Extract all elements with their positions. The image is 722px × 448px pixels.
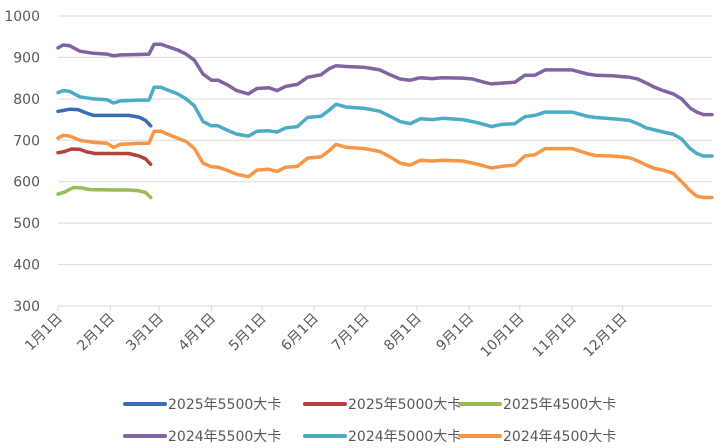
x-tick-label: 7月1日: [329, 311, 373, 355]
series-line-5: [56, 129, 714, 200]
y-tick-label: 700: [13, 133, 40, 149]
y-tick-label: 1000: [4, 9, 40, 25]
legend-label-4: 2024年5000大卡: [348, 429, 461, 445]
x-tick-label: 9月1日: [433, 311, 477, 355]
series-line-2: [56, 185, 153, 200]
series-line-1: [56, 147, 153, 167]
x-tick-label: 11月1日: [530, 311, 580, 361]
x-tick-label: 12月1日: [580, 311, 630, 361]
series-line-3: [56, 42, 714, 117]
x-tick-label: 10月1日: [478, 311, 528, 361]
legend-label-2: 2025年4500大卡: [503, 397, 616, 413]
y-tick-label: 900: [13, 50, 40, 66]
y-tick-label: 300: [13, 299, 40, 315]
y-tick-label: 800: [13, 92, 40, 108]
x-tick-label: 5月1日: [226, 311, 270, 355]
series-line-0: [56, 107, 153, 128]
y-tick-label: 500: [13, 216, 40, 232]
x-tick-label: 4月1日: [175, 311, 219, 355]
y-tick-label: 400: [13, 258, 40, 274]
x-tick-label: 1月1日: [22, 311, 66, 355]
x-tick-label: 3月1日: [123, 311, 167, 355]
x-tick-label: 8月1日: [381, 311, 425, 355]
x-tick-label: 6月1日: [278, 311, 322, 355]
legend-label-5: 2024年4500大卡: [503, 429, 616, 445]
legend-label-3: 2024年5500大卡: [168, 429, 281, 445]
legend-label-0: 2025年5500大卡: [168, 397, 281, 413]
y-tick-label: 600: [13, 175, 40, 191]
series-line-4: [56, 85, 714, 158]
legend-label-1: 2025年5000大卡: [348, 397, 461, 413]
x-tick-label: 2月1日: [74, 311, 118, 355]
